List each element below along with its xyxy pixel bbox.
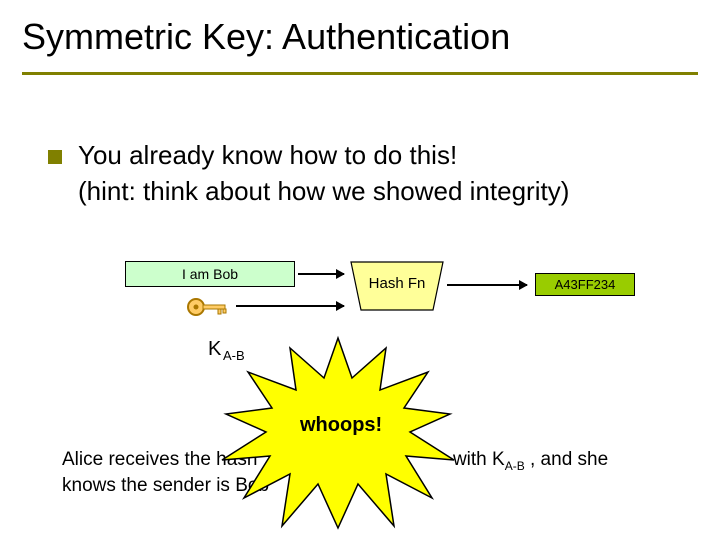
body-line-2: (hint: think about how we showed integri… [78,174,569,209]
arrow-key-to-hash [236,305,344,307]
bottom-suffix: , and she [525,449,608,470]
bottom-mid: with K [453,449,505,470]
key-icon [185,296,231,318]
bottom-sub: A-B [505,459,525,473]
arrow-hash-to-output [447,284,527,286]
message-text: I am Bob [182,266,238,282]
output-text: A43FF234 [555,277,616,292]
bullet-icon [48,150,62,164]
whoops-label: whoops! [300,414,382,437]
slide-title: Symmetric Key: Authentication [22,16,510,58]
message-box: I am Bob [125,261,295,287]
hash-fn-label: Hash Fn [349,275,445,292]
output-box: A43FF234 [535,273,635,296]
arrow-msg-to-hash [298,273,344,275]
title-underline [22,72,698,75]
body-line-1: You already know how to do this! [78,138,457,173]
